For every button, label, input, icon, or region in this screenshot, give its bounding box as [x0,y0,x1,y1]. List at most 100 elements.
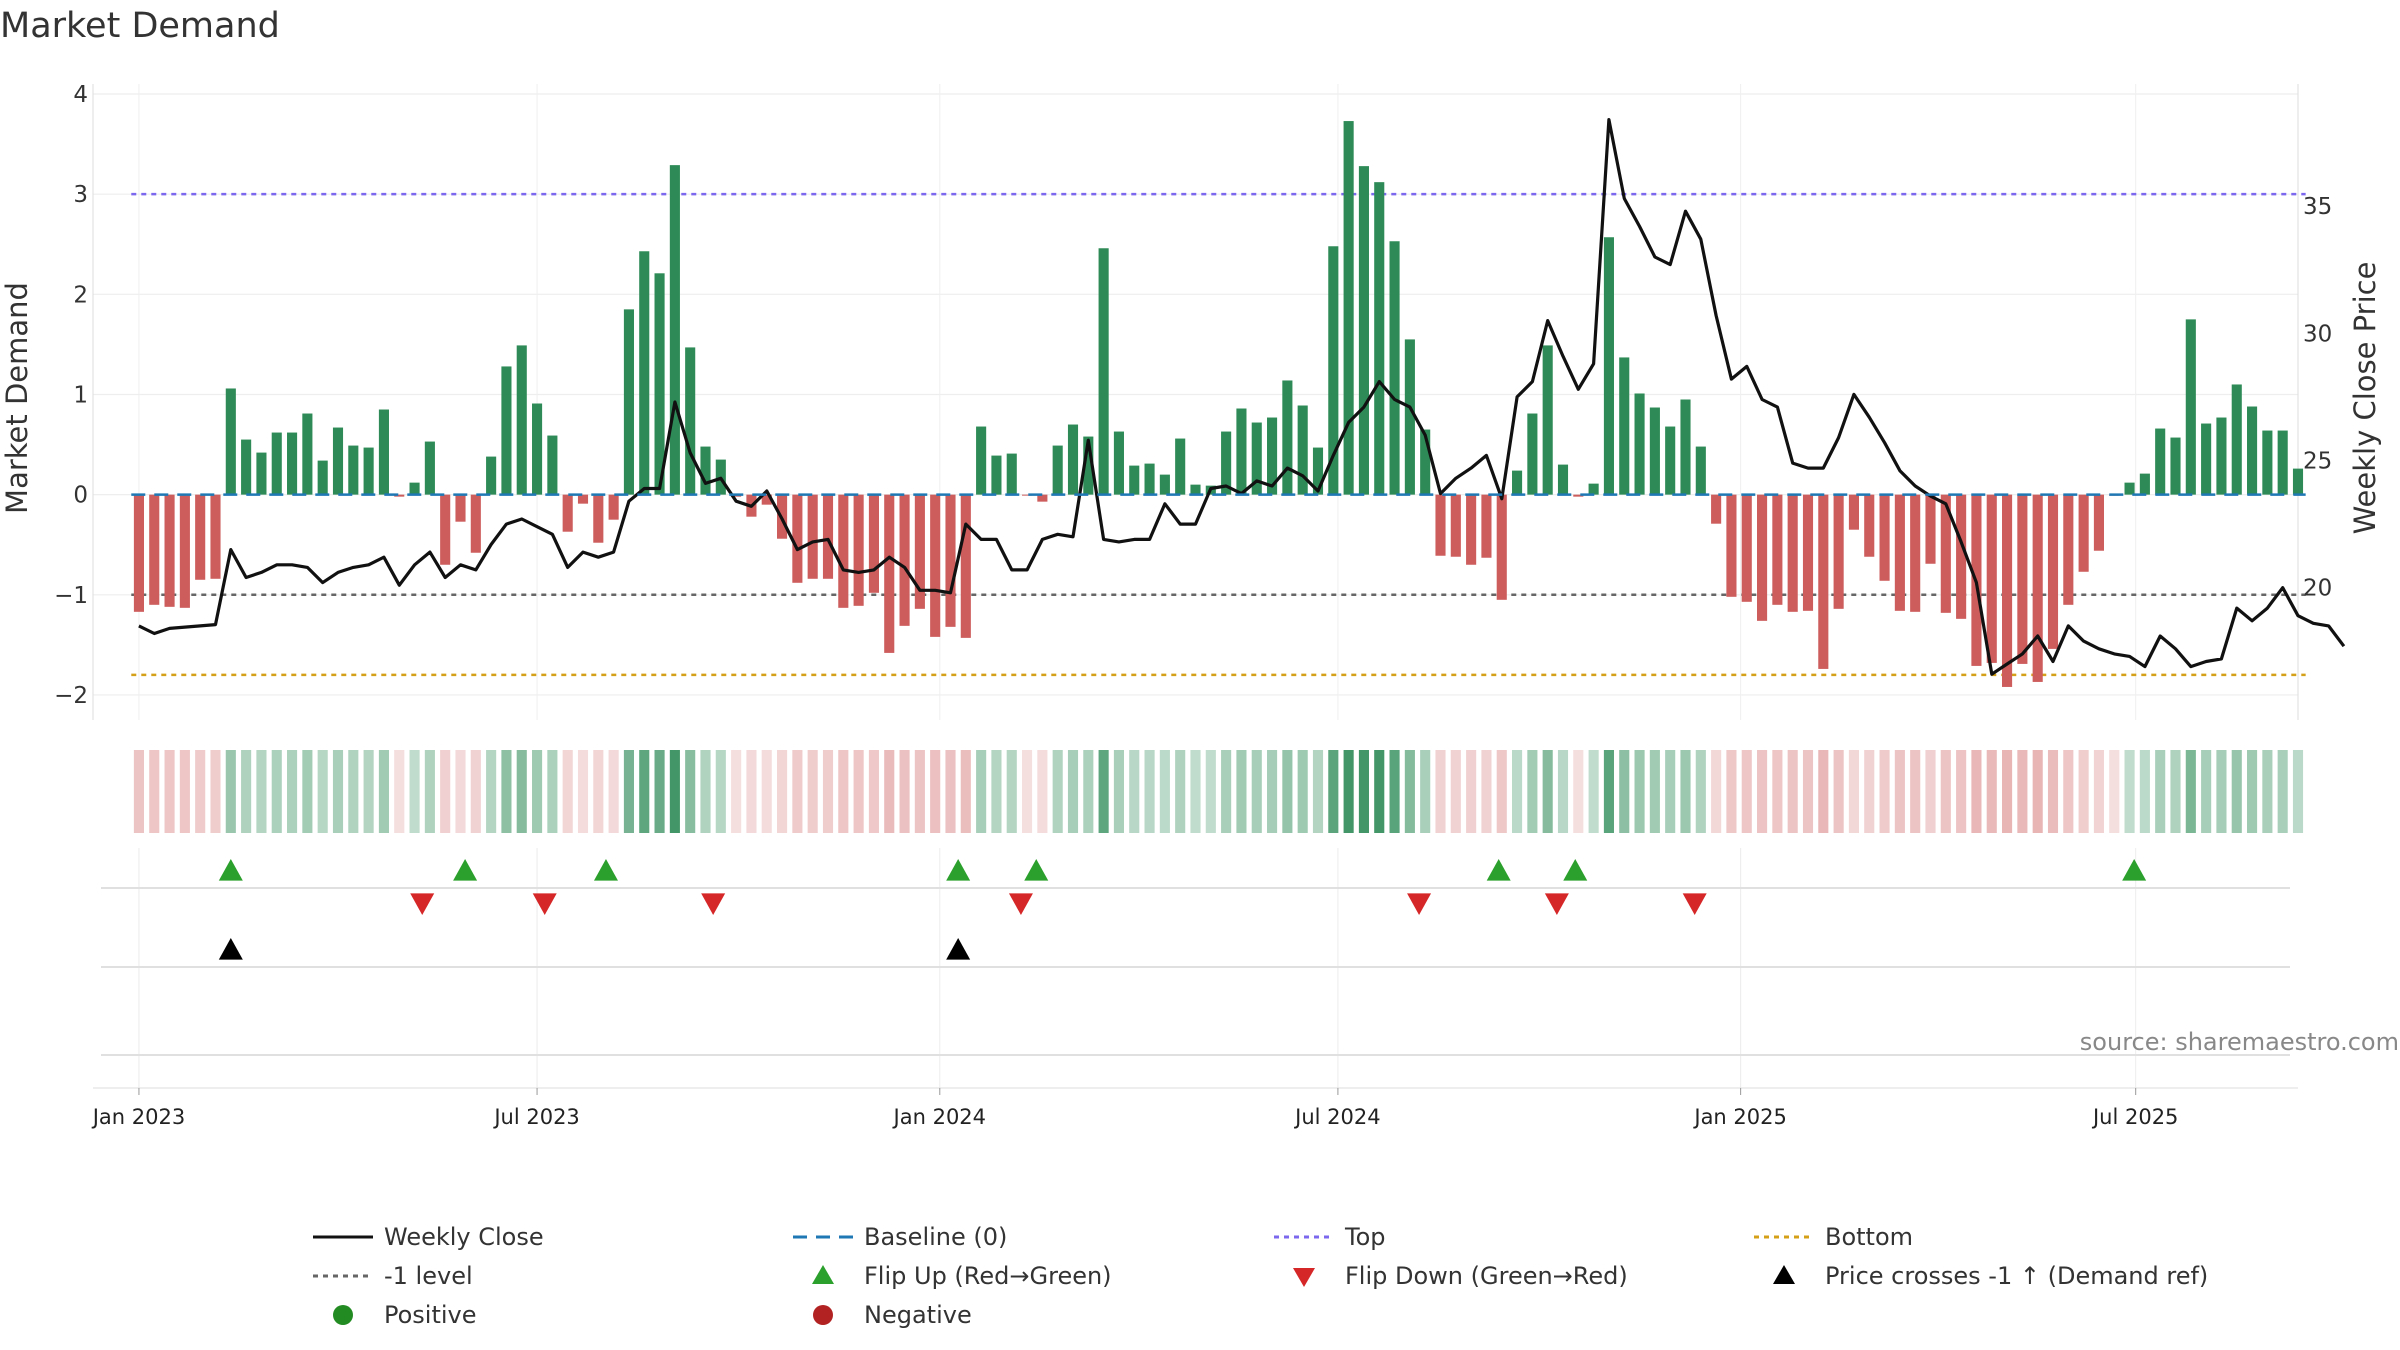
demand-bar [455,494,466,522]
demand-bar [1879,494,1890,581]
demand-bar [807,494,818,579]
flip-down-marker [532,893,557,915]
demand-bar [1802,494,1814,611]
heat-cell [838,750,849,833]
heat-cell [1986,750,1997,833]
heat-cell [2201,750,2212,833]
demand-bar [1956,494,1967,619]
heat-cell [761,750,772,833]
heat-cell [960,750,971,833]
demand-bar [225,388,236,495]
heat-cell [2109,750,2120,833]
heat-cell [1006,750,1017,833]
heat-cell [547,750,558,833]
heat-cell [2231,750,2242,833]
demand-bar [1619,357,1630,495]
legend-swatch-flip-up [812,1265,834,1284]
legend-label-top: Top [1344,1223,1386,1251]
demand-bar [1680,399,1691,495]
heat-cell [241,750,252,833]
heat-cell [654,750,665,833]
heat-cell [2155,750,2166,833]
heat-cell [685,750,696,833]
heat-cell [1328,750,1339,833]
heat-cell [1404,750,1415,833]
heat-cell [1818,750,1829,833]
demand-bar [838,494,849,608]
heat-cell [1634,750,1645,833]
flip-up-marker [593,859,618,881]
demand-bar [179,494,190,608]
demand-bar [1711,494,1722,524]
y2-tick-label: 35 [2303,194,2332,220]
demand-bar [623,309,634,495]
x-tick-label: Jul 2025 [2091,1105,2178,1129]
heat-cell [1450,750,1461,833]
heat-cell [1680,750,1691,833]
demand-bar [241,439,252,495]
demand-bar [547,435,558,495]
demand-bar [195,494,206,580]
heat-cell [746,750,757,833]
demand-bar [486,456,497,495]
demand-bar [1665,426,1676,495]
demand-bar [1175,438,1186,495]
legend-swatch-price-cross [1773,1265,1795,1284]
demand-bar [1022,494,1033,496]
demand-bar [884,494,895,653]
grid-lines [92,84,2299,1090]
heat-cell [945,750,956,833]
demand-bar [608,494,619,520]
demand-bar [1527,413,1538,495]
y-tick-label: 0 [73,483,88,509]
demand-bar [976,426,987,495]
demand-bar [2017,494,2028,664]
heat-cell [1573,750,1584,833]
demand-bar [945,494,956,627]
legend-label-baseline: Baseline (0) [864,1223,1007,1251]
heat-cell [2047,750,2059,833]
demand-bar [2124,482,2135,495]
demand-bar [1358,166,1369,495]
heat-cell [914,750,925,833]
heat-cell [1787,750,1798,833]
demand-bar [394,494,405,497]
demand-bar [853,494,864,606]
flip-down-marker [1544,893,1569,915]
demand-bar [2002,494,2013,687]
demand-bar [1910,494,1921,612]
heat-cell [348,750,359,833]
demand-bar [424,441,435,495]
heat-cell [577,750,589,833]
demand-bar [1741,494,1752,602]
demand-bar [501,366,512,495]
heat-cell [731,750,742,833]
demand-bars [133,121,2304,687]
demand-bar [1190,484,1201,495]
heat-cell [2063,750,2074,833]
heat-cell [1022,750,1033,833]
demand-bar [1251,422,1262,495]
legend-label-price-cross: Price crosses -1 ↑ (Demand ref) [1825,1262,2208,1290]
heat-cell [1879,750,1890,833]
demand-bar [1328,246,1339,495]
demand-bar [1925,494,1936,564]
demand-bar [1787,494,1798,612]
x-tick-label: Jan 2025 [1692,1105,1787,1129]
demand-bar [1588,483,1599,495]
demand-bar [960,494,971,638]
heat-cell [1052,750,1063,833]
demand-bar [1067,424,1079,495]
heat-cell [256,750,267,833]
x-tick-label: Jan 2024 [892,1105,987,1129]
heat-cell [271,750,282,833]
heat-cell [210,750,221,833]
heat-cell [1435,750,1446,833]
heat-cell [1971,750,1982,833]
demand-bar [271,432,282,495]
heat-cell [623,750,634,833]
heat-cell [486,750,497,833]
demand-bar [914,494,925,609]
price-cross-marker [946,938,971,960]
